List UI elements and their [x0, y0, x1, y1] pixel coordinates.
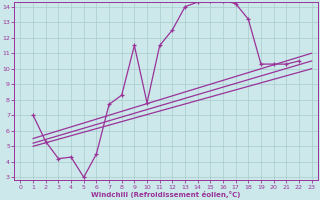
X-axis label: Windchill (Refroidissement éolien,°C): Windchill (Refroidissement éolien,°C) [91, 191, 241, 198]
